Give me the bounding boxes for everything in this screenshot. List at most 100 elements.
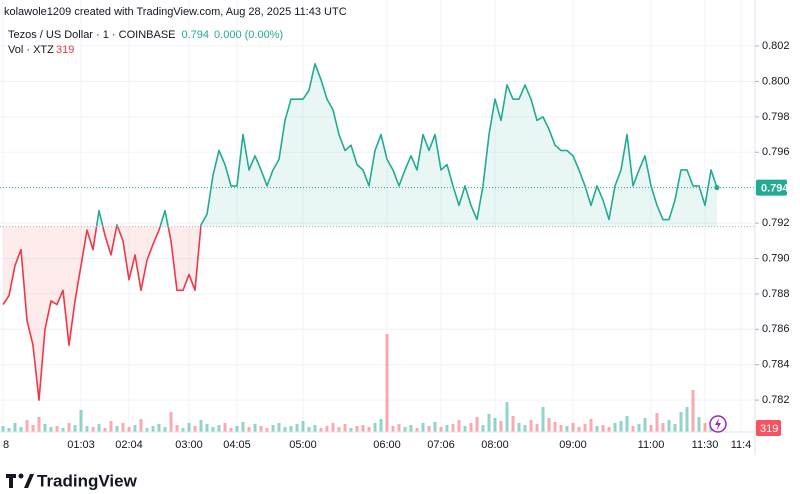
x-tick-label: 03:00 xyxy=(175,439,203,451)
x-tick-label: 09:00 xyxy=(559,439,587,451)
volume-bar xyxy=(235,426,239,432)
volume-bar xyxy=(331,423,335,432)
last-point xyxy=(714,185,720,191)
volume-bar xyxy=(691,390,695,432)
volume-bar xyxy=(547,418,551,432)
brand: TradingView xyxy=(37,471,138,490)
volume-bar xyxy=(403,427,407,432)
volume-bar xyxy=(139,419,143,432)
volume-bar xyxy=(19,427,23,432)
volume-bar xyxy=(127,427,131,432)
volume-bar xyxy=(145,428,149,432)
volume-bar xyxy=(163,427,167,432)
volume-bar xyxy=(115,426,119,432)
volume-bar xyxy=(13,423,17,432)
volume-bar xyxy=(421,423,425,432)
volume-bar xyxy=(73,425,77,432)
x-tick-label: 11:00 xyxy=(638,439,665,451)
last-volume-box xyxy=(756,420,781,436)
volume-bar xyxy=(637,424,641,432)
volume-bar xyxy=(343,424,347,432)
volume-bar xyxy=(271,425,275,432)
volume-bar xyxy=(97,424,101,432)
volume-bar xyxy=(181,428,185,432)
volume-bar xyxy=(469,423,473,432)
last-volume-label: 319 xyxy=(760,423,778,435)
last-price-box xyxy=(756,179,787,196)
volume-bar xyxy=(667,420,671,432)
volume-bar xyxy=(553,422,557,432)
volume-bar xyxy=(565,426,569,432)
x-tick-label: 11:4 xyxy=(731,439,752,451)
volume-bar xyxy=(313,425,317,432)
y-tick-label: 0.798 xyxy=(762,111,790,123)
volume-bar xyxy=(265,428,269,432)
volume-bar xyxy=(283,427,287,432)
volume-bar xyxy=(433,422,437,432)
x-tick-label: 08:00 xyxy=(481,439,509,451)
volume-bar xyxy=(253,424,257,432)
volume-bar xyxy=(619,421,623,432)
volume-bar xyxy=(517,423,521,432)
volume-bar xyxy=(697,417,701,432)
x-tick-label: 06:00 xyxy=(373,439,401,451)
header: kolawole1209 created with TradingView.co… xyxy=(4,6,347,18)
volume-bar xyxy=(511,416,515,432)
volume-bar xyxy=(487,414,491,432)
volume-bar xyxy=(385,334,389,432)
volume-bar xyxy=(223,423,227,432)
volume-bar xyxy=(325,426,329,432)
volume-bar xyxy=(43,424,47,432)
volume-bar xyxy=(61,428,65,432)
volume-bar xyxy=(193,426,197,432)
y-tick-label: 0.796 xyxy=(762,146,790,158)
price-line xyxy=(2,62,718,401)
volume-bar xyxy=(109,421,113,432)
volume-bar xyxy=(169,412,173,432)
volume-bar xyxy=(103,428,107,432)
y-tick-label: 0.800 xyxy=(762,75,790,87)
volume-bar xyxy=(301,421,305,432)
volume-bar xyxy=(499,421,503,432)
volume-bar xyxy=(211,427,215,432)
y-tick-label: 0.784 xyxy=(762,359,790,371)
volume-bar xyxy=(151,426,155,432)
volume-bar xyxy=(367,427,371,432)
volume-bar xyxy=(79,410,83,432)
volume-bar xyxy=(121,423,125,432)
volume-bar xyxy=(571,423,575,432)
baseline-area xyxy=(3,63,717,401)
last-price-label: 0.794 xyxy=(761,183,789,195)
volume-bar xyxy=(337,427,341,432)
volume-bar xyxy=(409,425,413,432)
y-tick-label: 0.790 xyxy=(762,252,790,264)
volume-bar xyxy=(577,427,581,432)
legend-change: 0.000 (0.00%) xyxy=(214,29,283,41)
brand-logo: TradingView xyxy=(6,471,138,490)
volume-bar xyxy=(493,418,497,432)
y-tick-label: 0.786 xyxy=(762,323,790,335)
volume-bar xyxy=(589,419,593,432)
volume-bar xyxy=(457,420,461,432)
volume-bar xyxy=(319,428,323,432)
volume-bar xyxy=(241,422,245,432)
volume-bar xyxy=(445,425,449,432)
volume-bar xyxy=(373,423,377,432)
volume-bar xyxy=(625,416,629,432)
alert-icon[interactable] xyxy=(709,415,727,433)
volume-bar xyxy=(217,425,221,432)
volume-bar xyxy=(601,425,605,432)
y-tick-label: 0.782 xyxy=(762,394,790,406)
x-tick-label: 01:03 xyxy=(67,439,95,451)
volume-bar xyxy=(55,426,59,432)
volume-bar xyxy=(673,424,677,432)
volume-bar xyxy=(25,420,29,432)
volume-bar xyxy=(289,426,293,432)
volume-bar xyxy=(703,423,707,432)
volume-bar xyxy=(7,428,11,432)
volume-bar xyxy=(415,428,419,432)
volume-bar xyxy=(541,407,545,432)
volume-bar xyxy=(1,426,5,432)
volume-bar xyxy=(229,428,233,432)
